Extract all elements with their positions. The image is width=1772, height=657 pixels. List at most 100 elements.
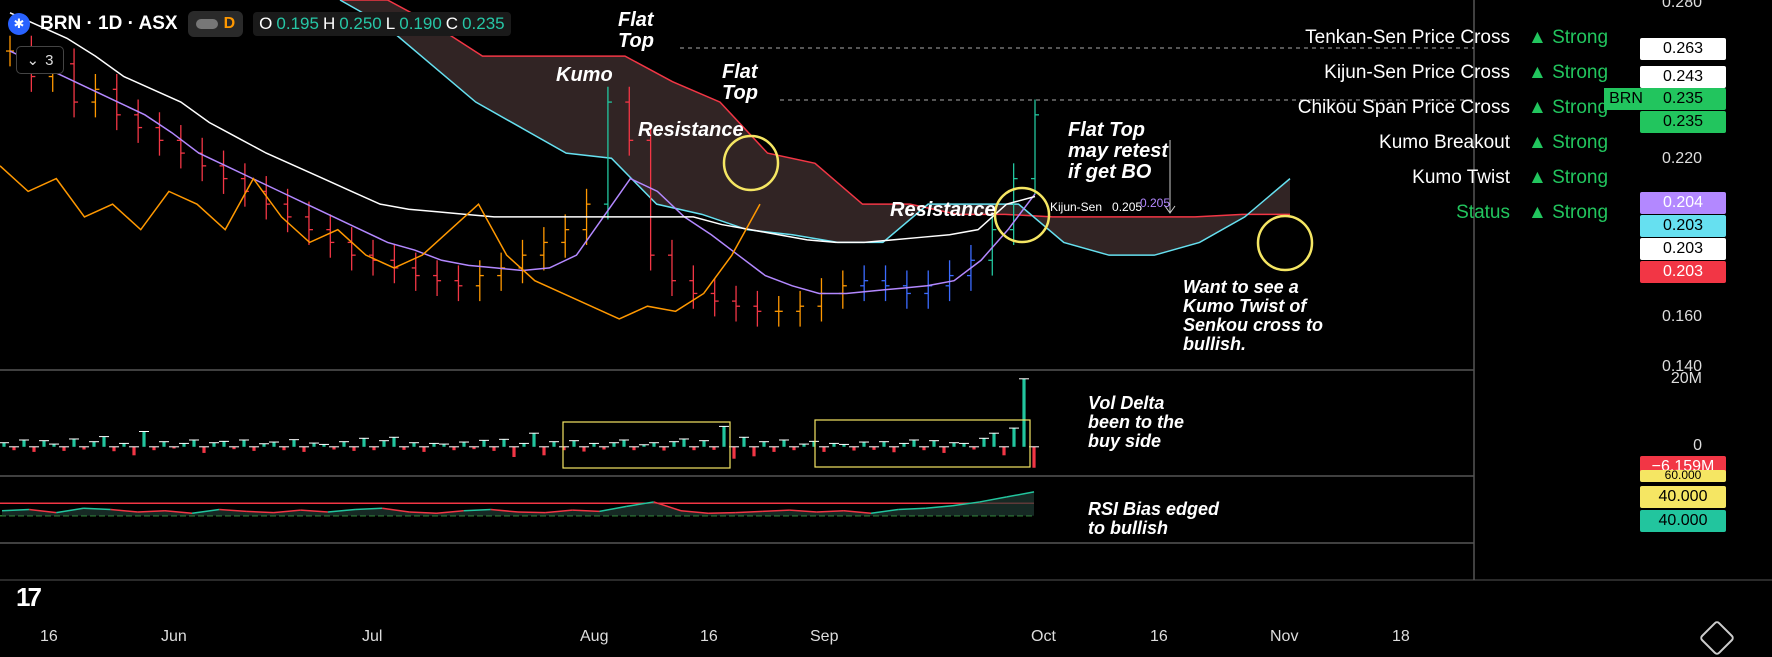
volume-delta-bar [272,442,276,447]
annotation-retest: Flat Top may retest if get BO [1068,119,1169,183]
kijun-sen-line [9,12,1036,244]
volume-delta-bar [142,431,146,447]
volume-delta-bar [152,446,156,451]
volume-delta-bar [932,440,936,447]
volume-delta-bar [322,444,326,447]
rsi-bias-plot [0,491,1035,517]
ohlc-low-key: L [385,14,396,33]
rsi-label: 40.000 [1640,486,1726,508]
volume-delta-bar [162,441,166,447]
price-tick: 0.220 [1661,150,1702,167]
volume-delta-bar [642,444,646,447]
volume-delta-bar [422,446,426,452]
time-tick: 16 [1150,628,1168,645]
retest-arrowhead [1164,205,1176,214]
volume-delta-bar [852,446,856,451]
volume-delta-bar [72,438,76,447]
ticker-tag: BRN [1604,88,1648,110]
volume-delta-bar [62,446,66,451]
volume-delta-bar [522,443,526,447]
ichimoku-signal-table: Tenkan-Sen Price Cross ▲ Strong Kijun-Sen… [1206,20,1646,230]
senkou-b-line [340,0,1290,218]
volume-delta-bar [862,442,866,447]
volume-delta-bar [592,443,596,447]
volume-delta-bar [192,440,196,447]
volume-delta-bar [552,441,556,447]
chevron-down-icon: ⌄ [26,52,40,69]
price-label-senkou-a: 0.203 [1640,215,1726,237]
volume-delta-bar [632,446,636,451]
volume-delta-bar [382,440,386,447]
volume-delta-bar [292,439,296,447]
time-tick: Oct [1031,628,1056,645]
rsi-segment [56,507,84,514]
volume-delta-bar [372,446,376,451]
rsi-segment [517,511,546,514]
rsi-segment [599,505,627,513]
indicator-count: 3 [45,51,54,69]
volume-delta-bar [802,444,806,447]
volume-delta-bar [792,446,796,451]
volume-delta-bar [412,442,416,447]
rsi-label: 60.000 [1640,469,1726,482]
signal-name: Tenkan-Sen Price Cross [1305,26,1510,48]
rsi-segment [870,508,899,515]
rsi-segment [192,508,220,515]
volume-delta-bar [832,443,836,447]
rsi-segment [219,508,247,513]
time-tick: 18 [1392,628,1410,645]
volume-delta-bar [2,442,6,447]
volume-delta-bar [962,443,966,447]
volume-delta-bar [402,446,406,450]
interval-badge: D [223,15,236,32]
volume-delta-bar [672,441,676,447]
volume-delta-bar [352,446,356,451]
rsi-segment [110,508,138,513]
volume-delta-bar [992,433,996,447]
volume-delta-bar [822,446,826,452]
tenkan-ghost-value: 0.205 [1140,196,1171,210]
interval-toggle[interactable]: D [187,11,244,37]
volume-delta-bar [472,446,476,450]
ohlc-close-value: 0.235 [462,14,505,33]
volume-delta-bar [702,440,706,447]
signal-row: Kijun-Sen Price Cross ▲ Strong [1206,55,1646,90]
volume-delta-bar [302,446,306,452]
volume-delta-bar [1022,378,1026,447]
volume-delta-bar [892,446,896,453]
volume-delta-bar [782,440,786,447]
indicator-collapse-button[interactable]: ⌄ 3 [16,46,64,74]
volume-delta-bar [752,446,756,457]
volume-delta-bar [1032,446,1036,468]
price-label-senkou-b: 0.203 [1640,261,1726,283]
volume-delta-bar [772,446,776,452]
rsi-segment [925,504,953,509]
time-tick: 16 [40,628,58,645]
rsi-segment [1006,491,1035,498]
ohlc-low-value: 0.190 [399,14,442,33]
chart-header: ✱ BRN · 1D · ASX D O 0.195 H 0.250 L 0.190 … [8,10,511,38]
highlight-circle [993,186,1051,244]
volume-delta-bar [742,437,746,447]
volume-delta-bar [502,439,506,447]
volume-delta-bar [922,446,926,451]
volume-delta-bar [582,446,586,452]
rsi-segment [355,507,383,511]
volume-delta-bar [462,442,466,447]
volume-delta-bar [82,446,86,450]
volume-delta-bar [182,443,186,447]
volume-delta-bar [212,442,216,447]
volume-delta-bar [982,438,986,447]
symbol-title[interactable]: BRN · 1D · ASX [40,13,178,34]
volume-delta-bar [42,440,46,447]
volume-delta-bar [452,446,456,451]
chikou-span-line [0,165,761,320]
volume-delta-bar [482,440,486,447]
volume-delta-bar [942,446,946,453]
rsi-segment [708,511,736,515]
time-tick: Sep [810,628,839,645]
ohlc-readout: O 0.195 H 0.250 L 0.190 C 0.235 [253,12,511,36]
volume-delta-bar [122,443,126,447]
rsi-segment [436,510,464,515]
price-tick: 0.140 [1661,358,1702,375]
